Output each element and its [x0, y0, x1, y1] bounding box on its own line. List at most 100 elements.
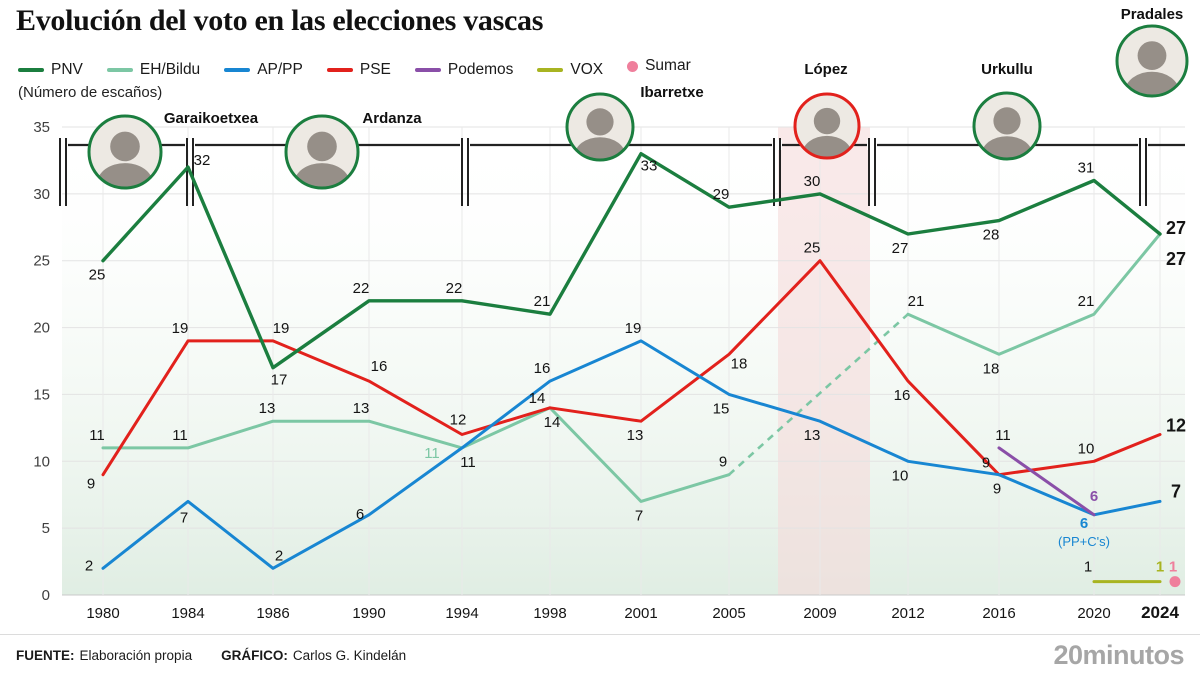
svg-text:16: 16 [371, 358, 388, 375]
svg-text:10: 10 [33, 453, 50, 470]
svg-text:14: 14 [544, 414, 561, 431]
svg-text:16: 16 [534, 360, 551, 377]
svg-text:7: 7 [1171, 481, 1181, 501]
series-sumar [1169, 576, 1181, 588]
legend-swatch-icon [326, 67, 353, 72]
svg-text:31: 31 [1078, 159, 1095, 176]
svg-text:33: 33 [641, 158, 658, 175]
chart-subtitle: (Número de escaños) [18, 84, 163, 101]
svg-text:1: 1 [1156, 559, 1164, 576]
portrait-ring [284, 114, 360, 190]
svg-text:18: 18 [731, 355, 748, 372]
svg-text:2016: 2016 [982, 605, 1015, 622]
portrait-ring [87, 114, 163, 190]
legend-swatch-icon [106, 67, 133, 72]
svg-text:19: 19 [625, 320, 642, 337]
series-podemos [997, 446, 1096, 517]
svg-text:1980: 1980 [86, 605, 119, 622]
series-pnv [101, 151, 1162, 370]
svg-text:11: 11 [995, 427, 1011, 444]
page-title: Evolución del voto en las elecciones vas… [16, 4, 544, 37]
svg-text:15: 15 [33, 386, 50, 403]
credits: FUENTE: Elaboración propia GRÁFICO: Carl… [16, 648, 406, 663]
portrait-ring [565, 92, 635, 162]
svg-text:2012: 2012 [891, 605, 924, 622]
svg-text:30: 30 [33, 186, 50, 203]
legend-label: AP/PP [257, 60, 303, 78]
svg-text:2009: 2009 [803, 605, 836, 622]
legend-label: PNV [51, 60, 83, 78]
svg-text:1: 1 [1084, 559, 1092, 576]
svg-text:28: 28 [983, 227, 1000, 244]
politician-name: Pradales [1121, 6, 1184, 23]
svg-text:2020: 2020 [1077, 605, 1110, 622]
series-eh-bildu-labels: 11 11 13 13 11 14 7 9 21 18 21 27 [89, 249, 1186, 524]
svg-text:19: 19 [273, 320, 290, 337]
svg-text:9: 9 [87, 476, 95, 493]
series-pnv-labels: 25 32 17 22 22 21 33 29 30 27 28 31 27 [89, 152, 1186, 389]
svg-text:7: 7 [635, 507, 643, 524]
svg-text:13: 13 [259, 400, 276, 417]
legend-item-ap-pp: AP/PP [224, 61, 303, 79]
series-sumar-labels: 1 [1169, 559, 1177, 576]
svg-text:25: 25 [33, 253, 50, 270]
svg-text:1998: 1998 [533, 605, 566, 622]
legend-item-podemos: Podemos [414, 60, 514, 79]
politician-name: López [804, 61, 847, 78]
svg-text:6: 6 [1080, 515, 1088, 532]
svg-text:20: 20 [33, 320, 50, 337]
svg-text:12: 12 [450, 412, 467, 429]
source-value: Elaboración propia [79, 647, 193, 663]
svg-text:21: 21 [908, 293, 925, 310]
svg-text:2: 2 [85, 557, 93, 574]
svg-text:19: 19 [172, 320, 189, 337]
politician-pradales: Pradales [1115, 6, 1189, 98]
svg-text:17: 17 [271, 372, 288, 389]
svg-text:21: 21 [1078, 293, 1095, 310]
svg-text:27: 27 [1166, 249, 1186, 269]
series-ap-pp [101, 339, 1162, 570]
svg-text:9: 9 [719, 454, 727, 471]
svg-text:10: 10 [1078, 440, 1095, 457]
svg-text:5: 5 [42, 520, 50, 537]
svg-text:25: 25 [89, 267, 106, 284]
sumar-dot [1169, 576, 1181, 588]
politician-ardanza: Ardanza [284, 110, 422, 190]
politician-garaikoetxea: Garaikoetxea [87, 110, 259, 190]
legend-swatch-icon [537, 67, 564, 72]
legend-label: VOX [570, 60, 604, 78]
politician-ibarretxe: Ibarretxe [565, 84, 704, 162]
politician-l-pez: López [793, 61, 861, 160]
svg-text:14: 14 [529, 390, 546, 407]
gridlines [62, 126, 1185, 596]
svg-text:2005: 2005 [712, 605, 745, 622]
svg-text:30: 30 [804, 173, 821, 190]
svg-text:12: 12 [1166, 416, 1186, 436]
svg-text:9: 9 [982, 455, 990, 472]
legend-label: PSE [359, 60, 391, 78]
legend-item-vox: VOX [537, 61, 603, 79]
legend-swatch-icon [414, 67, 441, 72]
svg-text:22: 22 [353, 280, 370, 297]
svg-text:35: 35 [33, 119, 50, 136]
svg-text:(PP+C's): (PP+C's) [1058, 534, 1110, 549]
svg-text:25: 25 [804, 240, 821, 257]
legend-item-pse: PSE [326, 60, 391, 79]
svg-text:7: 7 [180, 509, 188, 526]
svg-text:0: 0 [42, 587, 50, 604]
legend-label: Podemos [447, 60, 514, 78]
svg-text:1994: 1994 [445, 605, 478, 622]
politician-urkullu: Urkullu [972, 61, 1042, 161]
portrait-ring [1115, 24, 1189, 98]
svg-text:11: 11 [172, 427, 188, 444]
svg-text:2: 2 [275, 547, 283, 564]
svg-text:27: 27 [892, 240, 909, 257]
svg-text:22: 22 [446, 280, 463, 297]
svg-text:11: 11 [460, 454, 476, 471]
politician-name: Urkullu [981, 61, 1033, 78]
svg-text:29: 29 [713, 186, 730, 203]
svg-text:1: 1 [1169, 559, 1177, 576]
footer: FUENTE: Elaboración propia GRÁFICO: Carl… [0, 634, 1200, 675]
